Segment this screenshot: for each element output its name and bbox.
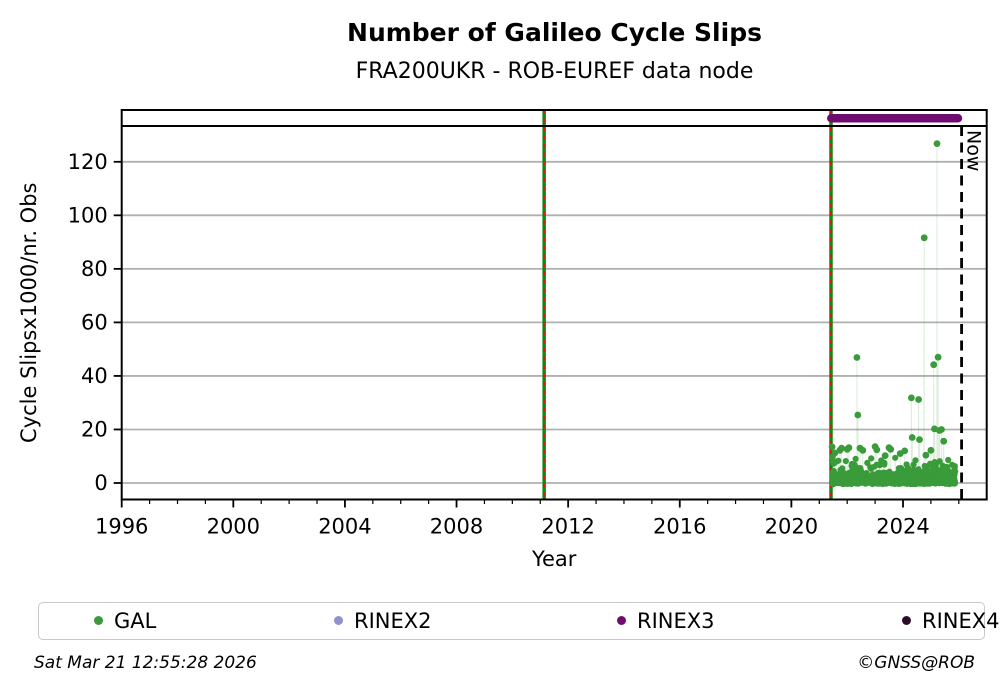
x-tick-label: 2012 xyxy=(541,515,594,539)
x-tick-label: 2024 xyxy=(876,515,929,539)
credit-watermark: ©GNSS@ROB xyxy=(857,653,975,673)
x-axis-label: Year xyxy=(531,547,577,571)
gal-marker-icon xyxy=(94,616,103,625)
x-tick-label: 2000 xyxy=(207,515,260,539)
rinex3-marker-icon xyxy=(617,616,626,625)
rinex2-marker-icon xyxy=(334,616,343,625)
x-tick-label: 2016 xyxy=(653,515,706,539)
y-tick-label: 0 xyxy=(94,471,107,495)
legend-label-rinex2: RINEX2 xyxy=(354,608,432,633)
rinex4-marker-icon xyxy=(902,616,911,625)
chart-title: Number of Galileo Cycle Slips xyxy=(347,18,762,47)
x-tick-label: 2008 xyxy=(430,515,483,539)
legend-item-gal: GAL xyxy=(94,603,156,638)
x-tick-label: 1996 xyxy=(95,515,148,539)
legend-label-gal: GAL xyxy=(114,608,157,633)
legend-label-rinex3: RINEX3 xyxy=(637,608,715,633)
x-tick-label: 2004 xyxy=(318,515,371,539)
y-tick-label: 60 xyxy=(81,310,108,334)
y-tick-label: 120 xyxy=(68,150,108,174)
legend-item-rinex3: RINEX3 xyxy=(617,603,715,638)
legend-item-rinex4: RINEX4 xyxy=(902,603,1000,638)
legend-label-rinex4: RINEX4 xyxy=(922,608,1000,633)
y-tick-label: 80 xyxy=(81,257,108,281)
y-axis-label: Cycle Slipsx1000/nr. Obs xyxy=(17,183,41,443)
y-tick-label: 100 xyxy=(68,203,108,227)
y-tick-label: 40 xyxy=(81,364,108,388)
plot-timestamp: Sat Mar 21 12:55:28 2026 xyxy=(34,653,257,673)
y-tick-label: 20 xyxy=(81,417,108,441)
x-tick-label: 2020 xyxy=(765,515,818,539)
legend: GAL RINEX2 RINEX3 RINEX4 xyxy=(38,602,1000,640)
legend-item-rinex2: RINEX2 xyxy=(334,603,432,638)
chart-subtitle: FRA200UKR - ROB-EUREF data node xyxy=(355,59,754,84)
chart-canvas: Now 1996 2000 2004 2008 2012 2016 2020 2024 0 20 40… xyxy=(17,109,988,571)
now-label: Now xyxy=(963,130,985,171)
